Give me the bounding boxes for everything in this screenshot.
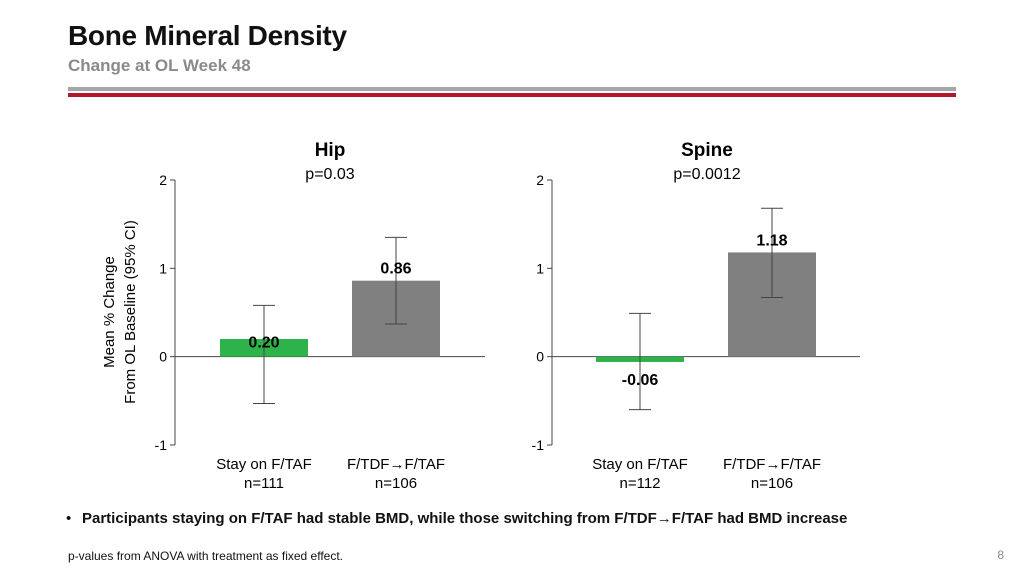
y-tick-label: 1 <box>159 260 167 276</box>
panel-title: Hip <box>315 140 346 161</box>
n-label: n=106 <box>375 475 417 492</box>
slide-subtitle: Change at OL Week 48 <box>68 56 251 75</box>
page-number: 8 <box>997 548 1004 562</box>
header-rule-gray <box>68 87 956 91</box>
y-axis-label-line2: From OL Baseline (95% CI) <box>122 220 139 404</box>
y-tick-label: 1 <box>536 260 544 276</box>
summary-bullet: • Participants staying on F/TAF had stabl… <box>66 510 847 527</box>
footnote: p-values from ANOVA with treatment as fi… <box>68 549 344 563</box>
n-label: n=106 <box>751 475 793 492</box>
bar-value-label: 0.86 <box>380 261 411 278</box>
header-rule-red <box>68 93 956 97</box>
category-label: Stay on F/TAF <box>216 456 312 473</box>
n-label: n=112 <box>619 475 660 492</box>
y-tick-label: 2 <box>536 172 544 188</box>
bar-value-label: 0.20 <box>248 335 279 352</box>
y-tick-label: 0 <box>159 349 167 365</box>
p-value-label: p=0.0012 <box>673 166 740 183</box>
bullet-arrow: → <box>656 510 672 527</box>
category-label: Stay on F/TAF <box>592 456 688 473</box>
category-label: F/TDF→F/TAF <box>723 456 821 473</box>
p-value-label: p=0.03 <box>305 166 354 183</box>
slide-title: Bone Mineral Density <box>68 20 347 51</box>
bar-value-label: 1.18 <box>756 232 787 249</box>
bullet-text-before: Participants staying on F/TAF had stable… <box>82 510 657 527</box>
bullet-dot: • <box>66 510 72 527</box>
y-tick-label: -1 <box>155 437 168 453</box>
panel-title: Spine <box>681 140 733 161</box>
bullet-text-after: F/TAF had BMD increase <box>671 510 848 527</box>
y-tick-label: -1 <box>532 437 545 453</box>
y-tick-label: 0 <box>536 349 544 365</box>
y-axis-label-line1: Mean % Change <box>101 256 118 368</box>
y-tick-label: 2 <box>159 172 167 188</box>
bar-value-label: -0.06 <box>622 372 659 389</box>
category-label: F/TDF→F/TAF <box>347 456 445 473</box>
n-label: n=111 <box>244 475 284 492</box>
